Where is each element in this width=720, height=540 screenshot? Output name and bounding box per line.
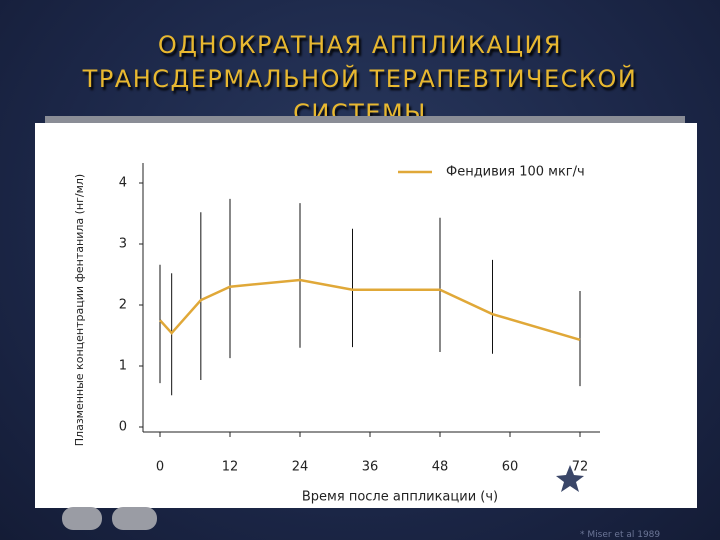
x-axis-label: Время после аппликации (ч) (302, 490, 498, 505)
legend-label: Фендивия 100 мкг/ч (446, 165, 585, 180)
x-tick-label: 0 (156, 460, 164, 475)
y-tick-label: 2 (119, 298, 127, 313)
slide-title: ОДНОКРАТНАЯ АППЛИКАЦИЯ ТРАНСДЕРМАЛЬНОЙ Т… (82, 31, 638, 127)
x-tick-label: 72 (572, 460, 589, 475)
prev-button[interactable] (62, 507, 102, 530)
y-axis-label: Плазменные концентрации фентанила (нг/мл… (73, 174, 86, 446)
y-tick-label: 3 (119, 237, 127, 252)
x-tick-label: 12 (222, 460, 239, 475)
next-button[interactable] (112, 507, 157, 530)
x-tick-label: 24 (292, 460, 309, 475)
series-line (159, 278, 581, 341)
y-tick-label: 4 (119, 176, 127, 191)
x-tick-label: 36 (362, 460, 379, 475)
y-tick-label: 0 (119, 420, 127, 435)
y-tick-label: 1 (119, 359, 127, 374)
x-tick-label: 60 (502, 460, 519, 475)
footnote: * Miser et al 1989 (580, 530, 661, 540)
decor-star (556, 465, 584, 492)
x-tick-label: 48 (432, 460, 449, 475)
chart-panel (35, 123, 697, 508)
